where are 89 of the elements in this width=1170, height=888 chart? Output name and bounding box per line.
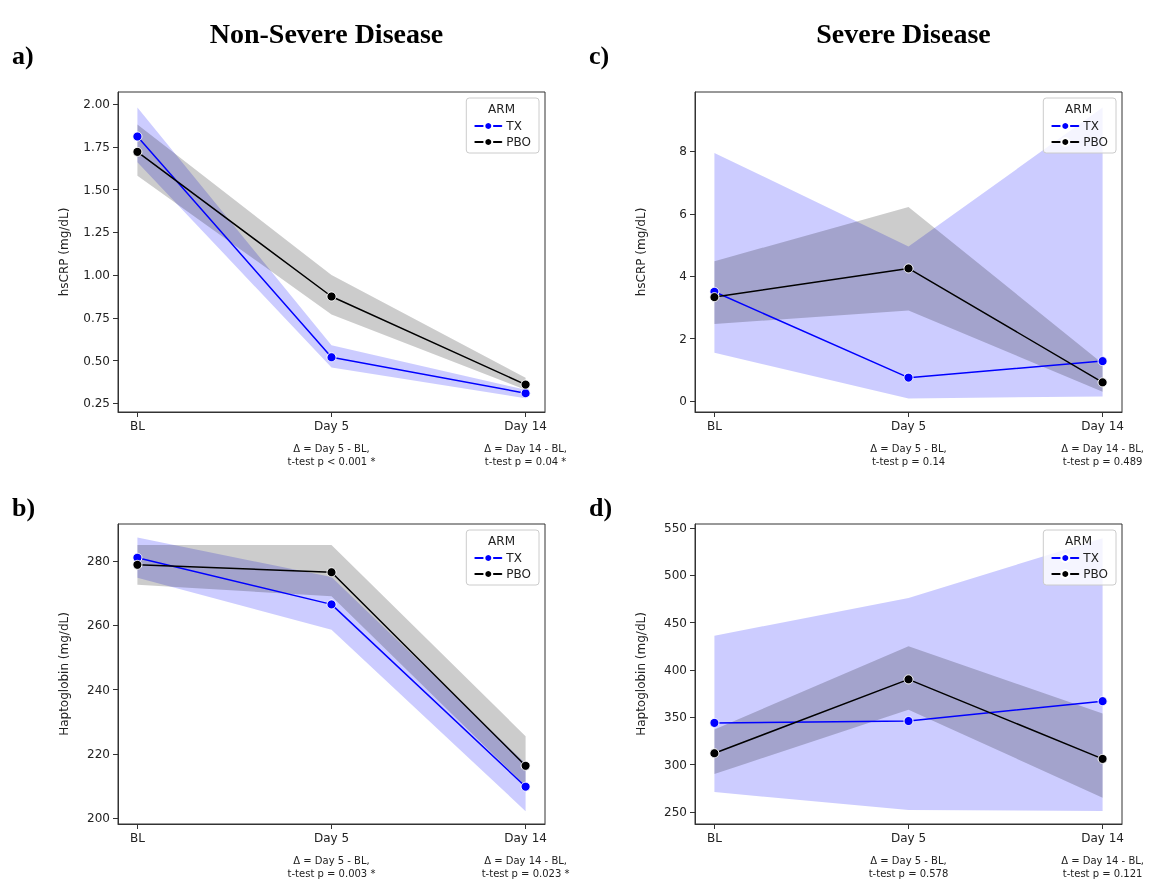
y-tick-label: 1.25 [83, 225, 110, 240]
legend-label: TX [505, 119, 522, 133]
text: Δ = Day 14 - BL, t-test p = 0.489 [1061, 443, 1144, 467]
point [326, 291, 337, 302]
point [132, 146, 143, 157]
y-tick-label: 280 [87, 553, 110, 568]
text: b) [12, 492, 36, 522]
legend-label: TX [1082, 119, 1099, 133]
point [520, 388, 531, 399]
text: Δ = Day 5 - BL, t-test p = 0.578 [868, 855, 949, 879]
y-tick-label: 0 [679, 394, 687, 409]
point [1097, 377, 1108, 388]
point [903, 716, 914, 727]
y-tick-label: 250 [664, 804, 687, 819]
point [709, 717, 720, 728]
text: Δ = Day 14 - BL, t-test p = 0.121 [1061, 855, 1144, 879]
y-tick-label: 500 [664, 568, 687, 583]
point [903, 674, 914, 685]
point [520, 379, 531, 390]
y-tick-label: 1.75 [83, 139, 110, 154]
chart-title: Severe Disease [816, 17, 991, 49]
point [903, 263, 914, 274]
point [132, 559, 143, 570]
y-tick-label: 450 [664, 615, 687, 630]
point [1097, 356, 1108, 367]
y-tick-label: 6 [679, 206, 687, 221]
y-tick-label: 400 [664, 662, 687, 677]
x-tick-label: BL [129, 419, 146, 433]
point [709, 748, 720, 759]
point [520, 760, 531, 771]
point [326, 352, 337, 363]
point [1097, 753, 1108, 764]
x-tick-label: Day 5 [313, 831, 350, 845]
point [903, 372, 914, 383]
legend-label: PBO [1083, 567, 1108, 581]
point [520, 781, 531, 792]
text: Δ = Day 14 - BL, t-test p = 0.023 * [481, 855, 570, 879]
y-tick-label: 1.50 [83, 182, 110, 197]
y-tick-label: 200 [87, 811, 110, 826]
x-tick-label: Day 14 [1081, 419, 1124, 433]
y-axis-title: hsCRP (mg/dL) [634, 207, 648, 297]
legend-label: TX [505, 551, 522, 565]
x-tick-label: BL [706, 419, 723, 433]
legend-title: ARM [1065, 534, 1093, 548]
x-tick-label: Day 5 [313, 419, 350, 433]
y-tick-label: 1.00 [83, 268, 110, 283]
text: Δ = Day 14 - BL, t-test p = 0.04 * [484, 443, 567, 467]
x-tick-label: Day 14 [504, 831, 547, 845]
y-axis-title: hsCRP (mg/dL) [57, 207, 71, 297]
y-tick-label: 2.00 [83, 96, 110, 111]
legend-title: ARM [488, 534, 516, 548]
x-tick-label: BL [706, 831, 723, 845]
legend-label: TX [1082, 551, 1099, 565]
y-tick-label: 220 [87, 746, 110, 761]
y-tick-label: 0.50 [83, 353, 110, 368]
point [326, 567, 337, 578]
legend-label: PBO [1083, 135, 1108, 149]
x-tick-label: Day 14 [504, 419, 547, 433]
y-tick-label: 0.25 [83, 396, 110, 411]
y-tick-label: 350 [664, 710, 687, 725]
point [326, 599, 337, 610]
legend-label: PBO [506, 567, 531, 581]
y-tick-label: 4 [679, 269, 687, 284]
y-tick-label: 300 [664, 757, 687, 772]
text: a) [12, 40, 34, 70]
y-axis-title: Haptoglobin (mg/dL) [57, 612, 71, 736]
x-tick-label: Day 14 [1081, 831, 1124, 845]
y-tick-label: 550 [664, 520, 687, 535]
y-tick-label: 8 [679, 144, 687, 159]
point [1097, 696, 1108, 707]
chart-title: Non-Severe Disease [209, 17, 444, 49]
y-tick-label: 260 [87, 618, 110, 633]
legend-title: ARM [488, 102, 516, 116]
text: Δ = Day 5 - BL, t-test p < 0.001 * [287, 443, 376, 467]
text: Δ = Day 5 - BL, t-test p = 0.003 * [287, 855, 376, 879]
y-tick-label: 240 [87, 682, 110, 697]
y-tick-label: 2 [679, 331, 687, 346]
legend-title: ARM [1065, 102, 1093, 116]
x-tick-label: Day 5 [890, 419, 927, 433]
point [709, 292, 720, 303]
text: Δ = Day 5 - BL, t-test p = 0.14 [870, 443, 947, 467]
y-tick-label: 0.75 [83, 310, 110, 325]
text: d) [589, 492, 613, 522]
legend-label: PBO [506, 135, 531, 149]
y-axis-title: Haptoglobin (mg/dL) [634, 612, 648, 736]
x-tick-label: Day 5 [890, 831, 927, 845]
point [132, 131, 143, 142]
text: c) [589, 40, 610, 70]
x-tick-label: BL [129, 831, 146, 845]
